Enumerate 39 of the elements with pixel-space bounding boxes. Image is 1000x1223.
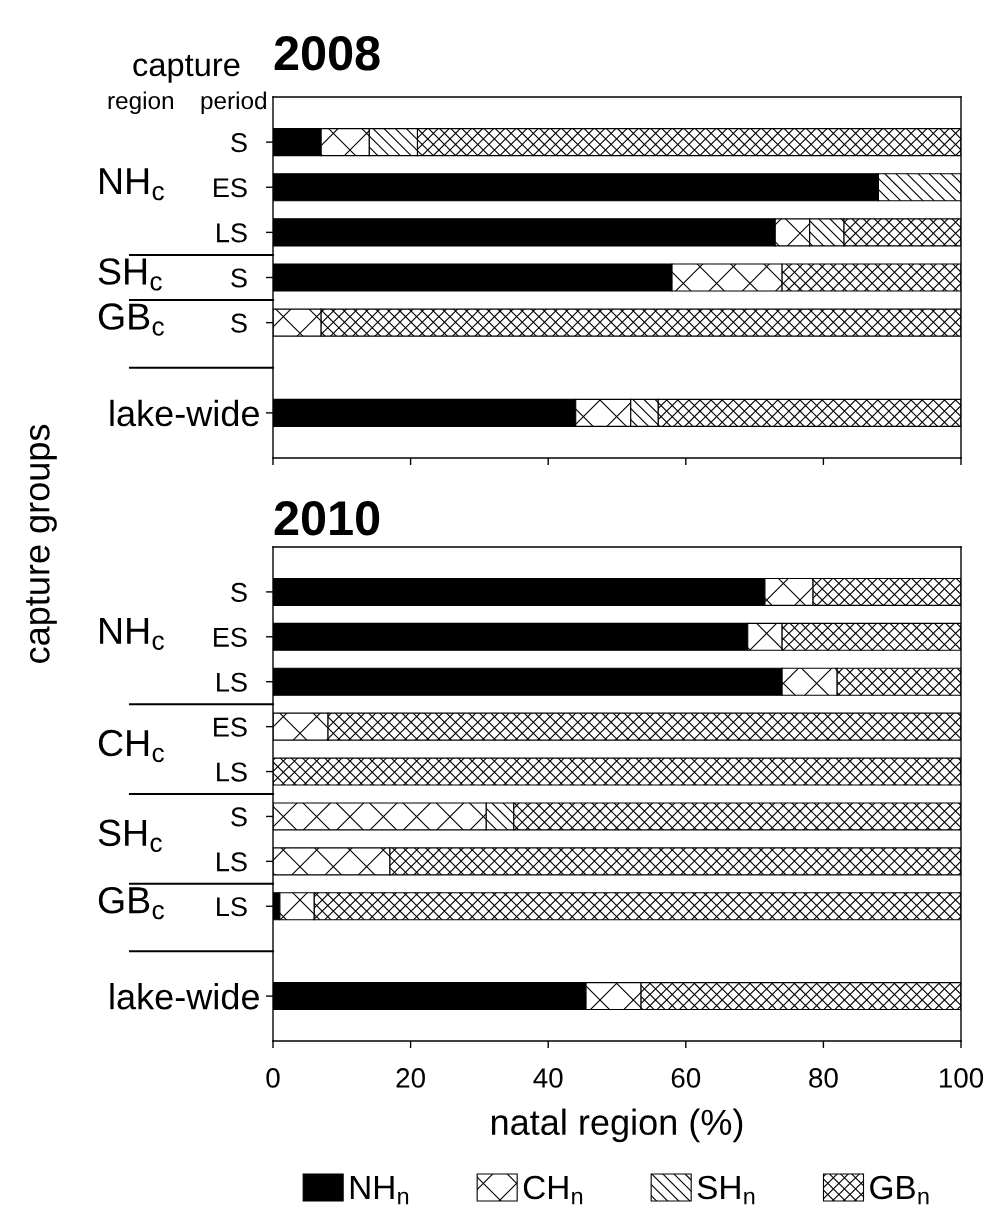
y-tick-label: S [231,268,247,288]
y-tick-label: ES [214,627,247,647]
y-tick-label: LS [217,223,247,243]
text: SH$_{c}$ [98,819,162,852]
y-axis-title: capture groups [25,424,57,663]
x-tick-label: 20 [396,1068,425,1088]
chart-title: 2010 [274,501,380,536]
y-tick-label: lake-wide [110,399,259,427]
text: NH$_{c}$ [100,168,164,201]
y-tick-label: S [231,313,247,333]
legend-label: GB$_{n}$ [870,1175,929,1205]
text: CH$_{c}$ [98,729,164,763]
y-tick-label: LS [217,852,247,872]
y-tick-label: ES [214,178,247,198]
text: NH$_{c}$ [100,617,164,650]
y-tick-label: ES [214,717,247,737]
legend-label: SH$_{n}$ [697,1175,755,1205]
x-tick-label: 80 [809,1068,838,1088]
x-tick-label: 40 [533,1068,563,1088]
text: SH$_{c}$ [98,258,162,291]
x-tick-label: 100 [939,1068,984,1088]
y-tick-label: LS [217,762,247,782]
text: capture [133,54,240,83]
y-tick-label: lake-wide [110,983,259,1010]
y-tick-label: LS [217,897,247,917]
text: GB$_{c}$ [98,303,164,336]
legend-label: NH$_{n}$ [350,1176,409,1205]
x-tick-label: 60 [671,1068,701,1088]
text: period [201,91,266,115]
x-tick-label: 0 [266,1068,280,1088]
text: region [108,91,173,115]
y-tick-label: S [231,582,247,602]
y-tick-label: S [231,133,247,153]
legend-label: CH$_{n}$ [523,1175,583,1205]
y-tick-label: LS [217,672,247,692]
y-tick-label: S [231,807,247,827]
text: GB$_{c}$ [98,886,164,920]
x-axis-title: natal region (%) [491,1108,743,1143]
chart-title: 2008 [274,36,380,71]
